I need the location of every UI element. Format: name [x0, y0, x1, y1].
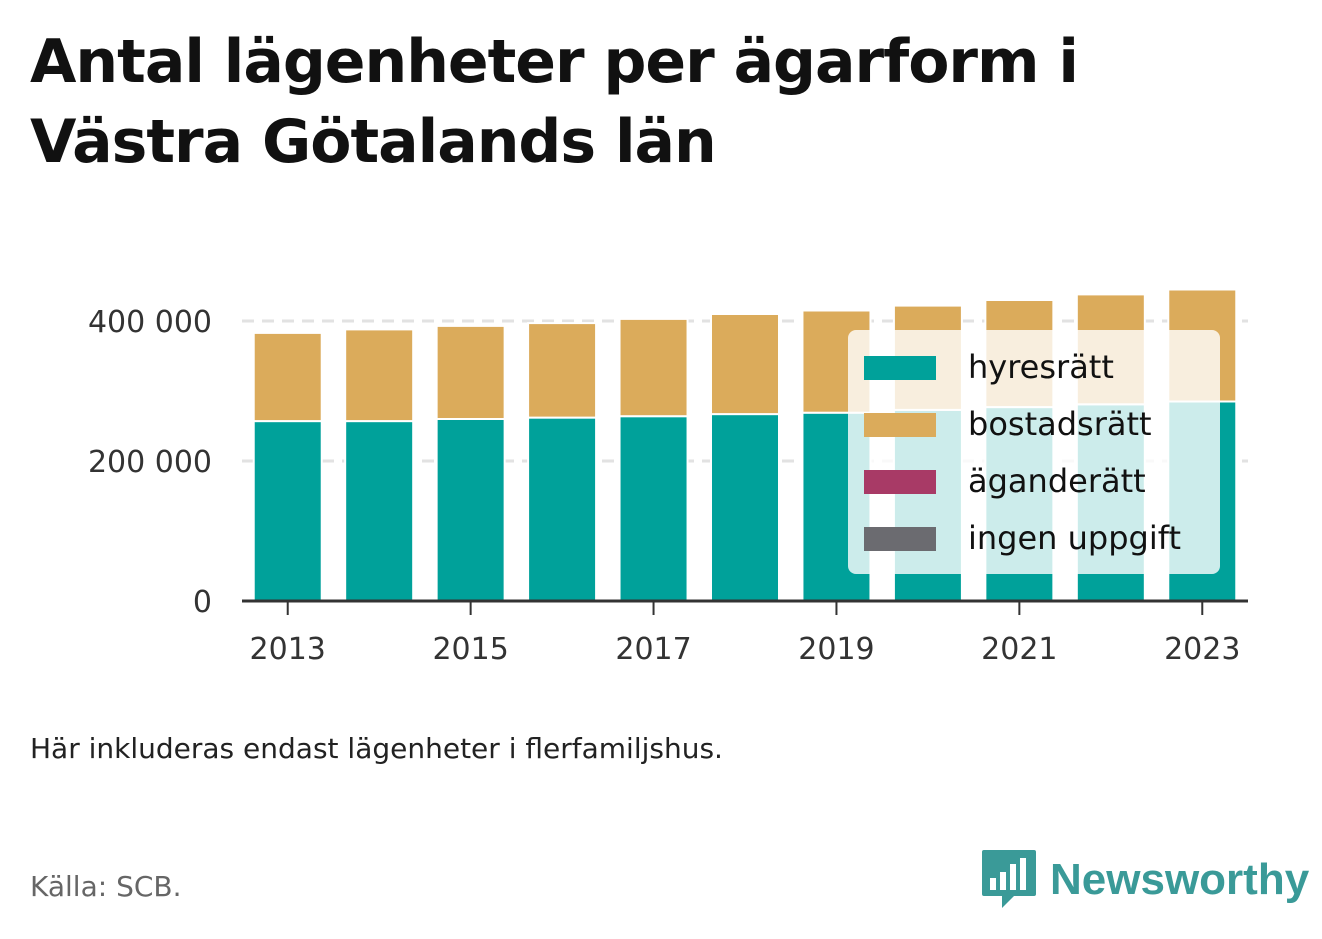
legend-swatch — [864, 527, 936, 551]
bar-segment — [710, 313, 780, 416]
legend-swatch — [864, 470, 936, 494]
y-tick-label: 400 000 — [88, 305, 212, 340]
x-tick-label: 2019 — [798, 632, 874, 667]
chart-note: Här inkluderas endast lägenheter i flerf… — [30, 732, 723, 765]
x-tick-label: 2015 — [432, 632, 508, 667]
legend-label: hyresrätt — [968, 348, 1114, 386]
bar-segment — [710, 413, 780, 602]
brand-name: Newsworthy — [1050, 855, 1310, 904]
bar-segment — [618, 415, 689, 603]
bar-segment — [344, 328, 415, 423]
x-tick-label: 2021 — [981, 632, 1057, 667]
legend-swatch — [864, 356, 936, 380]
legend-label: ingen uppgift — [968, 519, 1181, 557]
chart-title: Antal lägenheter per ägarform i Västra G… — [30, 27, 1079, 177]
bar-segment — [527, 416, 598, 602]
bar-segment — [252, 420, 323, 602]
legend-label: äganderätt — [968, 462, 1146, 500]
legend-box — [848, 330, 1220, 574]
stacked-bar-chart: 0 200 000 400 000 2013 2015 2017 2019 2021 2023 h… — [88, 288, 1248, 667]
y-tick-label: 0 — [193, 585, 212, 620]
y-tick-label: 200 000 — [88, 445, 212, 480]
bar-segment — [344, 420, 415, 602]
bar-segment — [252, 331, 323, 423]
x-tick-label: 2023 — [1164, 632, 1240, 667]
legend-swatch — [864, 413, 936, 437]
bar-segment — [527, 322, 598, 419]
x-tick-label: 2017 — [615, 632, 691, 667]
x-tick-label: 2013 — [250, 632, 326, 667]
source-credit: Källa: SCB. — [30, 870, 182, 903]
newsworthy-logo-icon — [982, 850, 1036, 908]
bar-segment — [435, 418, 506, 602]
bar-segment — [618, 317, 689, 418]
legend-label: bostadsrätt — [968, 405, 1152, 443]
newsworthy-brand: Newsworthy — [980, 848, 1309, 912]
bar-segment — [435, 324, 506, 420]
